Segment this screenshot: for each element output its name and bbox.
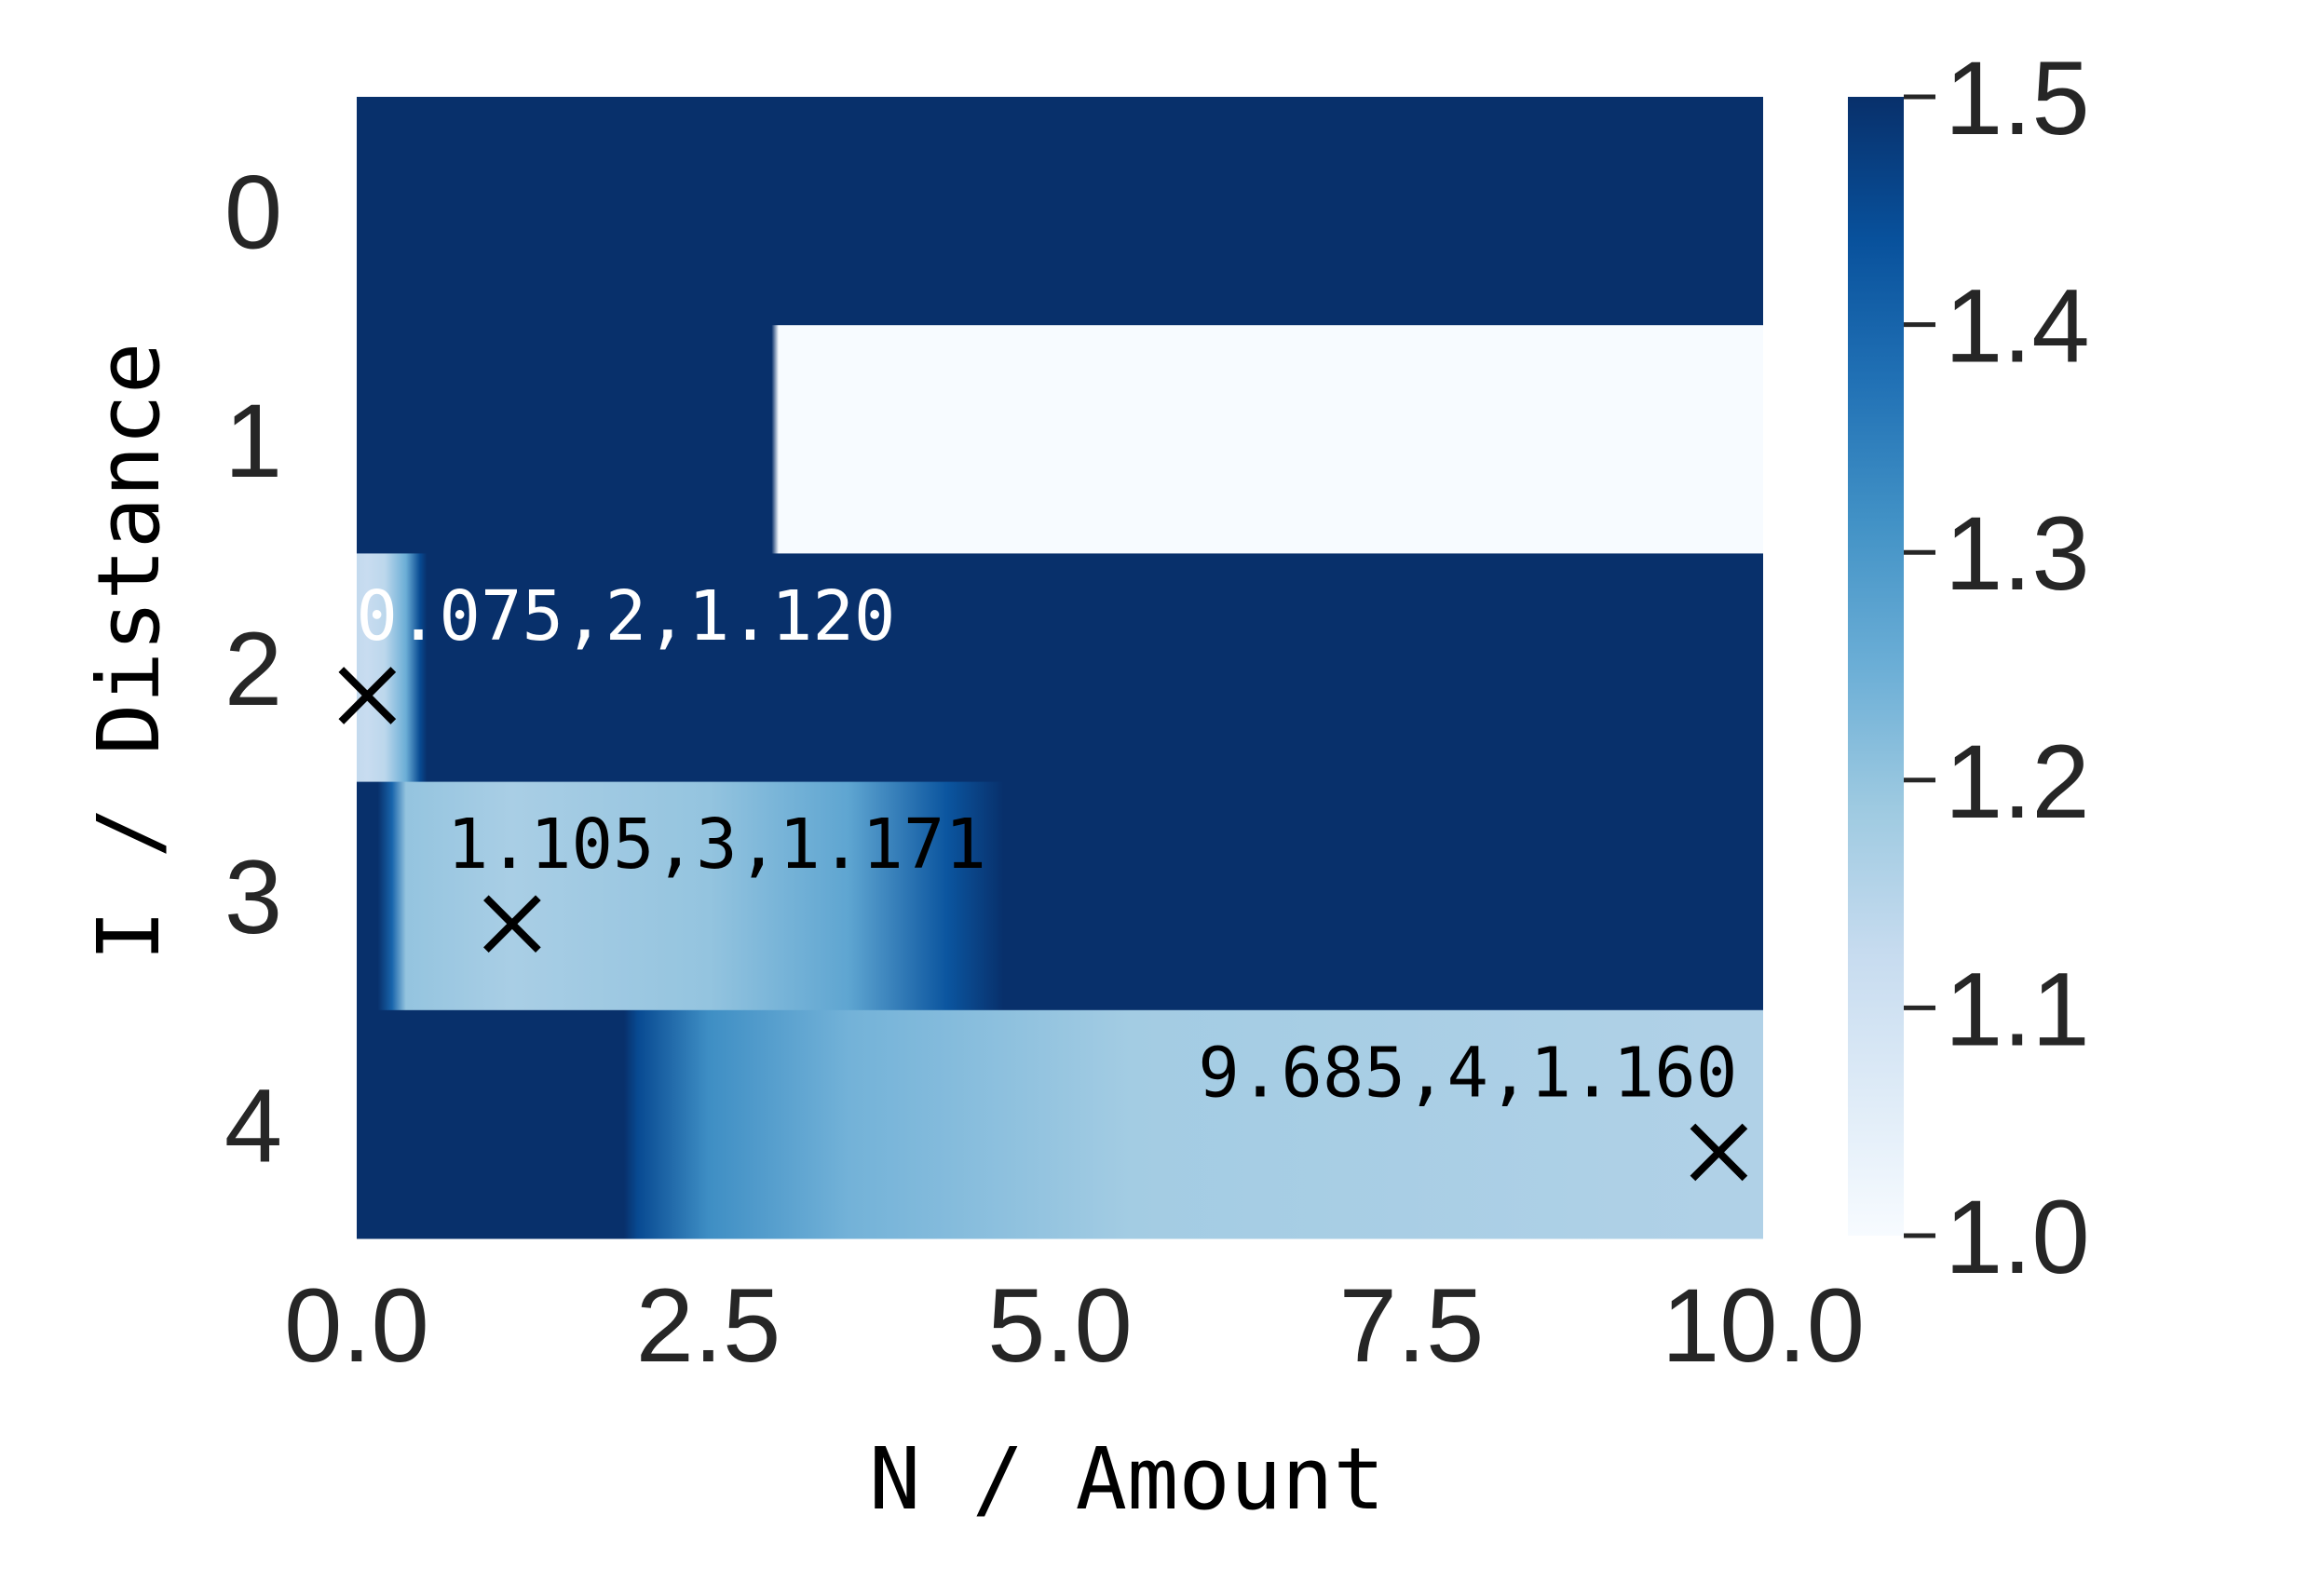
y-tick-label: 0 (224, 155, 282, 271)
marker-x-2 (1690, 1123, 1748, 1182)
colorbar-tick-label: 1.1 (1945, 951, 2090, 1067)
annotation-label-2: 9.685,4,1.160 (1198, 1033, 1737, 1113)
heatmap-row-4 (357, 1009, 1763, 1239)
marker-x-1 (483, 895, 541, 954)
heatmap-row-1 (357, 325, 1763, 554)
heatmap-rows (357, 97, 1763, 1239)
colorbar-tick-label: 1.4 (1945, 268, 2090, 385)
heatmap-row-3 (357, 781, 1763, 1011)
y-tick-label: 2 (224, 611, 282, 727)
colorbar-tick-label: 1.5 (1945, 40, 2090, 156)
x-tick-label: 7.5 (1339, 1267, 1485, 1384)
x-tick-label: 10.0 (1662, 1267, 1865, 1384)
y-axis-label: I / Distance (79, 343, 179, 962)
heatmap-row-2 (357, 553, 1763, 783)
colorbar-tick-label: 1.0 (1945, 1179, 2090, 1295)
marker-x-0 (338, 667, 397, 724)
colorbar-gradient (1848, 97, 1904, 1236)
x-axis-ticks: 0.0 2.5 5.0 7.5 10.0 (284, 1267, 1865, 1384)
heatmap-row-0 (357, 97, 1763, 326)
x-tick-label: 2.5 (636, 1267, 781, 1384)
x-tick-label: 0.0 (284, 1267, 429, 1384)
annotations: 0.075,2,1.120 1.105,3,1.171 9.685,4,1.160 (338, 576, 1748, 1182)
colorbar: 1.0 1.1 1.2 1.3 1.4 1.5 (1848, 40, 2090, 1295)
colorbar-tick-label: 1.3 (1945, 495, 2090, 612)
annotation-label-1: 1.105,3,1.171 (447, 805, 986, 885)
y-axis-ticks: 0 1 2 3 4 (224, 155, 282, 1184)
colorbar-tick-label: 1.2 (1945, 724, 2090, 840)
x-tick-label: 5.0 (987, 1267, 1133, 1384)
y-tick-label: 3 (224, 839, 282, 955)
annotation-label-0: 0.075,2,1.120 (356, 576, 895, 656)
y-tick-label: 4 (224, 1067, 282, 1183)
y-tick-label: 1 (224, 383, 282, 499)
x-axis-label: N / Amount (869, 1429, 1385, 1529)
